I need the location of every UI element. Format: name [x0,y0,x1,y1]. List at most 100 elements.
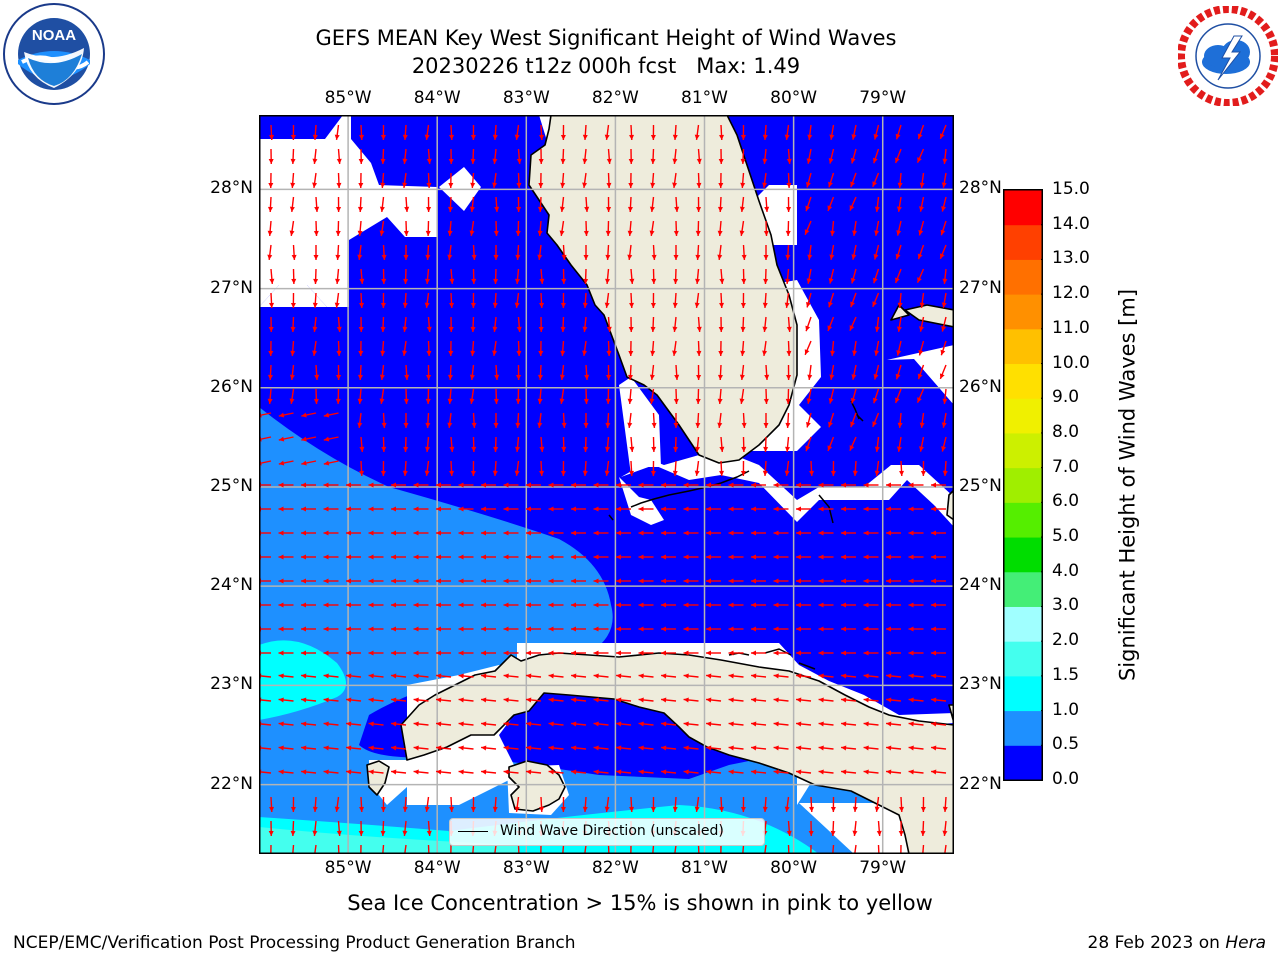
wave-direction-arrow [413,506,429,512]
wave-direction-arrow [436,769,452,775]
wave-direction-arrow [786,148,792,165]
wave-direction-arrow [616,697,632,703]
wave-direction-arrow [616,482,631,488]
colorbar-segment [1004,328,1042,365]
wave-direction-arrow [503,602,519,608]
wave-direction-arrow [425,220,431,237]
wave-direction-arrow [584,364,590,381]
wave-direction-arrow [537,196,543,213]
wave-direction-arrow [593,506,609,512]
wave-direction-arrow [560,148,566,165]
wave-direction-arrow [931,721,947,727]
wave-direction-arrow [314,196,320,213]
wave-direction-arrow [650,124,656,141]
wave-direction-arrow [449,796,455,813]
wave-direction-arrow [481,650,496,656]
wave-direction-arrow [426,148,432,165]
wave-direction-arrow [458,626,474,632]
wave-direction-arrow [537,388,543,405]
wave-direction-arrow [548,530,564,536]
wave-direction-arrow [616,530,631,536]
wave-direction-arrow [605,220,611,237]
wave-direction-arrow [368,482,384,488]
colorbar-segment [1004,294,1042,330]
wave-direction-arrow [359,796,365,813]
wave-direction-arrow [830,796,836,813]
wave-direction-arrow [346,530,361,536]
wave-direction-arrow [785,244,791,261]
wave-direction-arrow [706,721,722,727]
wave-direction-arrow [516,172,522,189]
wave-direction-arrow [291,244,297,261]
wave-direction-arrow [583,220,589,237]
wave-direction-arrow [695,244,701,261]
wave-direction-arrow [649,388,655,404]
colorbar-tick-label: 11.0 [1052,317,1090,338]
wave-direction-arrow [403,436,409,453]
wave-direction-arrow [323,436,339,442]
wave-direction-arrow [301,436,317,442]
wave-direction-arrow [413,530,429,536]
wave-direction-arrow [448,340,454,357]
wave-direction-arrow [503,626,519,632]
lon-label-top: 84°W [413,88,461,108]
wave-direction-arrow [368,602,384,608]
wave-direction-arrow [270,844,272,854]
wave-direction-arrow [717,412,723,428]
wave-direction-arrow [436,626,451,632]
wave-direction-arrow [323,554,339,560]
wave-direction-arrow [548,697,564,703]
wave-direction-arrow [762,148,768,164]
wave-direction-arrow [941,412,947,428]
wave-direction-arrow [301,482,316,488]
wave-direction-arrow [334,292,340,308]
wave-direction-arrow [448,148,454,165]
wave-direction-arrow [931,626,946,632]
wave-direction-arrow [785,220,791,237]
wave-direction-arrow [941,292,947,308]
wave-direction-arrow [413,650,429,656]
wave-direction-arrow [939,124,947,140]
wave-direction-arrow [493,245,499,260]
wave-direction-arrow [876,820,882,837]
wave-direction-arrow [649,196,655,212]
wave-direction-arrow [403,268,409,285]
wave-direction-arrow [368,530,384,536]
wave-direction-arrow [942,148,948,164]
wave-direction-arrow [402,340,408,356]
wave-direction-arrow [706,530,721,536]
lat-label-right: 27°N [959,277,1002,298]
wave-direction-arrow [908,745,924,751]
wave-direction-arrow [548,554,564,560]
wave-direction-arrow [359,268,365,285]
wave-direction-arrow [290,148,296,165]
wave-direction-arrow [514,796,520,812]
wave-direction-arrow [604,460,610,476]
wave-direction-arrow [515,244,521,261]
wave-direction-arrow [728,721,744,727]
wave-direction-arrow [526,554,541,560]
colorbar-tick-label: 14.0 [1052,213,1090,234]
wave-direction-arrow [358,340,364,357]
wave-direction-arrow [628,148,634,165]
wave-direction-arrow [593,626,609,632]
wave-direction-arrow [267,364,273,381]
wave-direction-arrow [278,697,294,703]
wave-direction-arrow [582,124,588,141]
wave-direction-arrow [706,769,722,775]
wave-direction-arrow [336,316,342,333]
wave-direction-arrow [916,268,925,284]
sea-ice-note: Sea Ice Concentration > 15% is shown in … [347,891,933,915]
wave-direction-arrow [312,820,318,836]
wave-direction-arrow [673,220,679,237]
wave-direction-arrow [718,148,724,165]
wave-direction-arrow [548,506,564,512]
lat-label-left: 25°N [210,475,253,496]
wave-direction-arrow [850,388,857,404]
wave-direction-arrow [571,721,587,727]
wave-direction-arrow [426,196,432,213]
wave-direction-arrow [718,316,724,333]
wave-direction-arrow [706,650,721,656]
wave-direction-arrow [899,796,905,813]
wave-direction-arrow [908,482,924,488]
